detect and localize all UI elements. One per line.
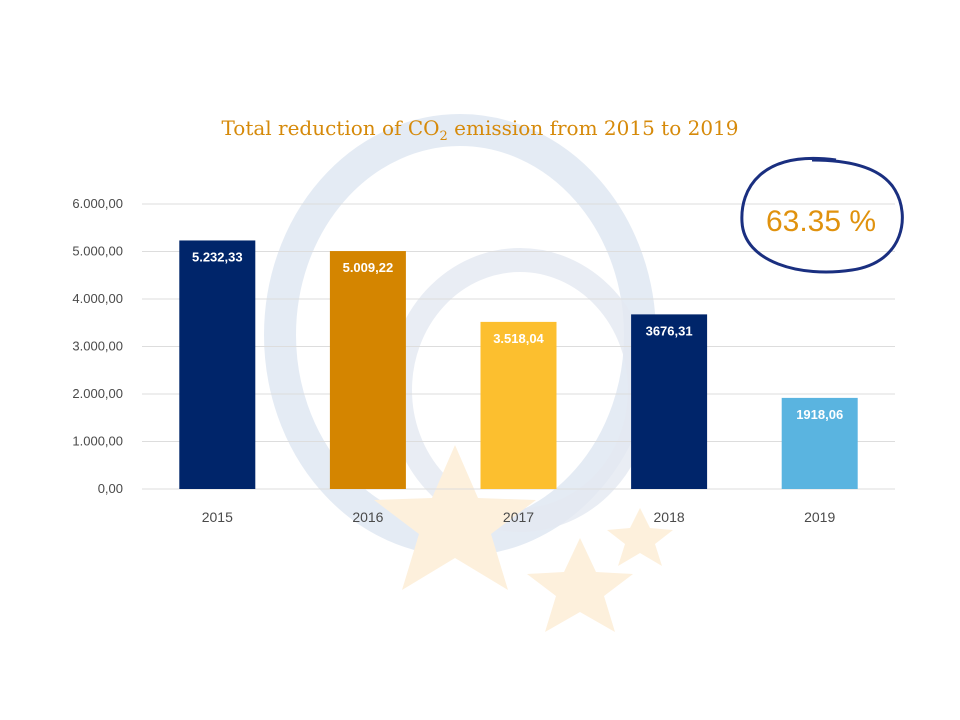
y-tick-label: 1.000,00 [72, 434, 123, 449]
y-tick-label: 5.000,00 [72, 244, 123, 259]
x-tick-label: 2019 [804, 509, 835, 525]
y-tick-label: 6.000,00 [72, 196, 123, 211]
bar-2019 [781, 397, 858, 489]
bar-2017 [480, 321, 557, 489]
watermark-star-large [374, 445, 536, 590]
chart-title: Total reduction of CO2 emission from 201… [221, 116, 738, 144]
y-tick-label: 0,00 [98, 481, 123, 496]
y-tick-label: 2.000,00 [72, 386, 123, 401]
watermark-star-medium [527, 538, 633, 632]
x-tick-label: 2017 [503, 509, 534, 525]
data-label-2019: 1918,06 [796, 407, 843, 422]
chart-title-prefix: Total reduction of CO [221, 116, 439, 140]
data-label-2017: 3.518,04 [493, 331, 544, 346]
chart-title-subscript: 2 [440, 129, 448, 144]
y-tick-label: 3.000,00 [72, 339, 123, 354]
x-tick-label: 2015 [202, 509, 233, 525]
chart-title-suffix: emission from 2015 to 2019 [448, 116, 739, 140]
x-axis: 2015 2016 2017 2018 2019 [202, 509, 836, 525]
bar-2015 [179, 240, 256, 489]
data-label-2016: 5.009,22 [343, 260, 394, 275]
bar-2016 [329, 251, 406, 489]
data-label-2015: 5.232,33 [192, 249, 243, 264]
x-tick-label: 2016 [352, 509, 383, 525]
badge-ring [740, 157, 904, 274]
y-tick-label: 4.000,00 [72, 291, 123, 306]
x-tick-label: 2018 [654, 509, 685, 525]
data-label-2018: 3676,31 [646, 323, 693, 338]
bars: 5.232,33 5.009,22 3.518,04 3676,31 1918,06 [179, 240, 858, 489]
reduction-percentage: 63.35 % [766, 205, 876, 238]
bar-2018 [631, 314, 708, 489]
reduction-badge: 63.35 % [740, 157, 904, 274]
y-axis: 0,00 1.000,00 2.000,00 3.000,00 4.000,00 5.00… [72, 196, 123, 496]
watermark-star-small [607, 508, 673, 566]
